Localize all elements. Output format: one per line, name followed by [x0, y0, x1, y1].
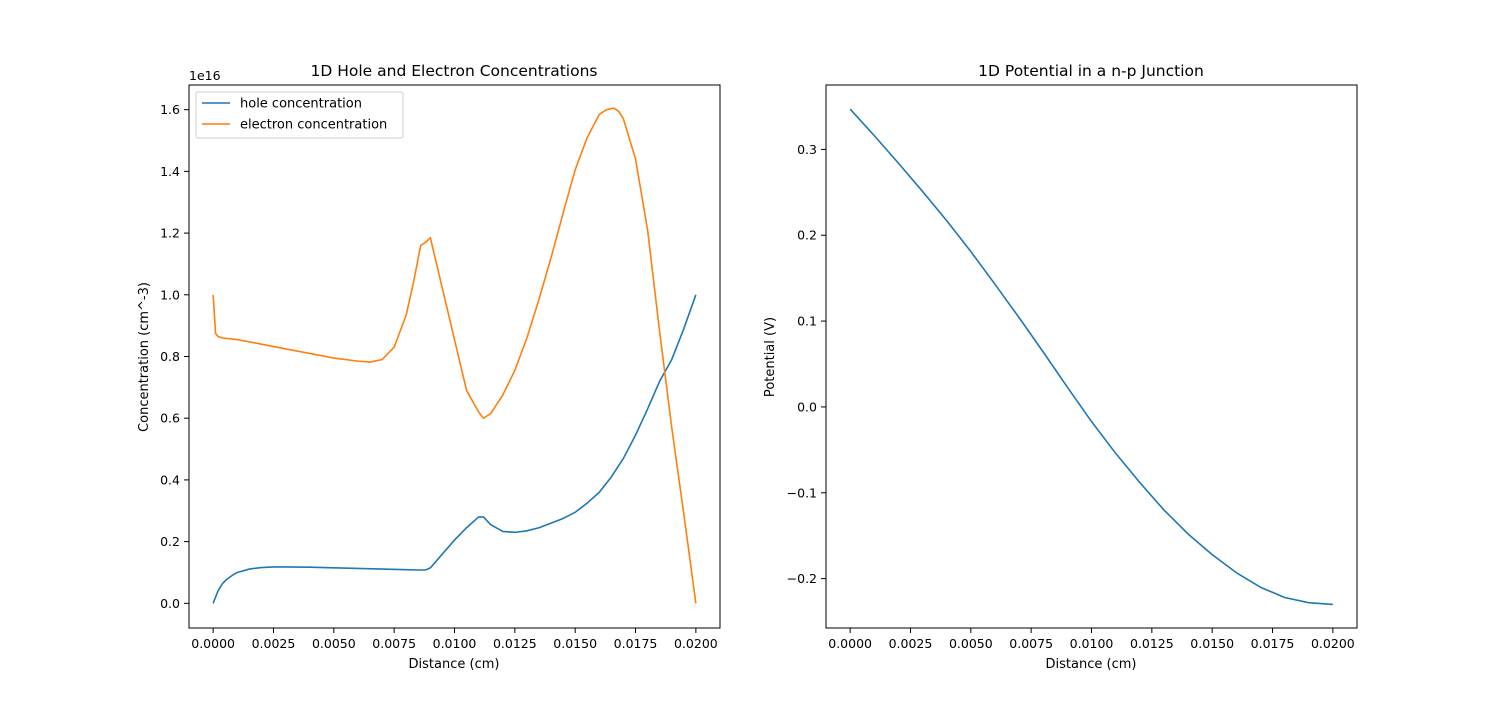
plot-frame [188, 84, 721, 629]
y-tick-label: −0.2 [787, 571, 817, 586]
series-line-0 [849, 108, 1333, 606]
y-tick-label: 0.4 [160, 472, 180, 487]
y-tick-label: 0.2 [160, 534, 180, 549]
legend-box [195, 91, 404, 139]
legend-label-electron: electron concentration [240, 118, 387, 133]
y-tick-label: 0.1 [797, 314, 817, 329]
x-tick-label: 0.0150 [553, 636, 597, 651]
y-tick-label: 1.0 [160, 287, 180, 302]
legend-label-hole: hole concentration [240, 97, 362, 112]
concentration-chart: 1D Hole and Electron Concentrations Dist… [137, 62, 721, 672]
y-tick-label: 0.3 [797, 142, 817, 157]
y-axis-label: Potential (V) [763, 317, 778, 397]
x-tick-label: 0.0075 [1009, 636, 1053, 651]
x-tick-label: 0.0050 [312, 636, 356, 651]
x-tick-label: 0.0075 [372, 636, 416, 651]
x-tick-label: 0.0125 [1130, 636, 1174, 651]
x-tick-label: 0.0150 [1190, 636, 1234, 651]
x-axis-label: Distance (cm) [409, 657, 500, 672]
x-tick-label: 0.0175 [1251, 636, 1295, 651]
y-tick-label: 1.4 [160, 164, 180, 179]
y-tick-label: 1.2 [160, 226, 180, 241]
chart-title: 1D Potential in a n-p Junction [978, 62, 1204, 80]
potential-chart: 1D Potential in a n-p Junction Distance … [763, 62, 1358, 672]
series-line-1 [212, 107, 697, 604]
plot-frame [825, 84, 1358, 629]
y-tick-label: 0.0 [160, 596, 180, 611]
legend: hole concentration electron concentratio… [195, 91, 404, 139]
tick-group: 0.0000 0.0025 0.0050 0.0075 0.0100 0.0125 0.01… [160, 102, 718, 651]
y-axis-label: Concentration (cm^-3) [137, 282, 152, 432]
x-tick-label: 0.0000 [828, 636, 872, 651]
series-group [212, 107, 697, 604]
x-tick-label: 0.0000 [191, 636, 235, 651]
x-tick-label: 0.0125 [493, 636, 537, 651]
y-tick-label: 0.8 [160, 349, 180, 364]
x-tick-label: 0.0050 [949, 636, 993, 651]
x-tick-label: 0.0025 [889, 636, 933, 651]
x-tick-label: 0.0100 [433, 636, 477, 651]
y-offset-text: 1e16 [189, 68, 221, 83]
y-tick-label: 1.6 [160, 102, 180, 117]
y-tick-label: 0.2 [797, 228, 817, 243]
x-tick-label: 0.0200 [1311, 636, 1355, 651]
x-tick-label: 0.0100 [1070, 636, 1114, 651]
y-tick-label: 0.0 [797, 399, 817, 414]
tick-group: 0.0000 0.0025 0.0050 0.0075 0.0100 0.0125 0.01… [787, 142, 1355, 651]
x-tick-label: 0.0175 [614, 636, 658, 651]
y-tick-label: −0.1 [787, 485, 817, 500]
x-axis-label: Distance (cm) [1046, 657, 1137, 672]
y-tick-label: 0.6 [160, 411, 180, 426]
x-tick-label: 0.0200 [674, 636, 718, 651]
series-line-0 [212, 294, 697, 604]
series-group [849, 108, 1333, 606]
x-tick-label: 0.0025 [252, 636, 296, 651]
chart-title: 1D Hole and Electron Concentrations [311, 62, 598, 80]
